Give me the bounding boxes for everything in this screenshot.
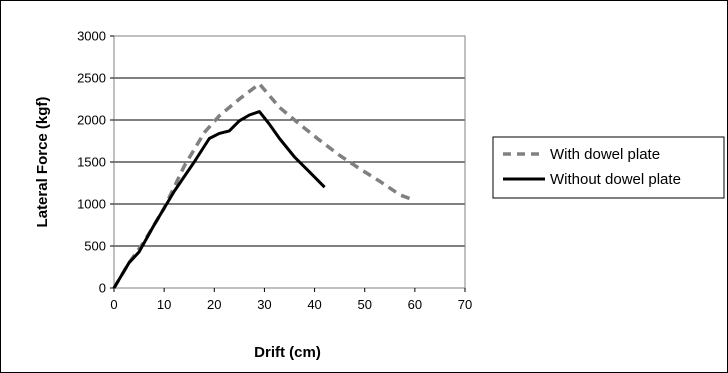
x-tick-label: 70 [458,297,472,312]
x-axis-ticks: 0 10 20 30 40 50 60 70 [110,288,472,312]
x-axis-title: Drift (cm) [254,344,321,361]
x-tick-label: 60 [408,297,422,312]
y-tick-label: 500 [84,239,106,254]
y-axis-ticks: 0 500 1000 1500 2000 2500 3000 [77,29,114,296]
x-tick-label: 10 [157,297,171,312]
x-tick-label: 40 [307,297,321,312]
y-tick-label: 2000 [77,113,106,128]
series-line-with-dowel-plate [112,82,416,289]
x-tick-label: 50 [357,297,371,312]
y-tick-label: 0 [99,281,106,296]
legend-label-without-dowel-plate: Without dowel plate [550,171,681,188]
y-tick-label: 1000 [77,197,106,212]
y-axis-title: Lateral Force (kgf) [34,97,51,228]
legend: With dowel plate Without dowel plate [492,136,725,199]
x-tick-label: 0 [110,297,117,312]
gridlines [113,35,465,289]
x-tick-label: 20 [207,297,221,312]
legend-box [492,136,725,199]
series-layer [112,82,416,289]
y-tick-label: 1500 [77,155,106,170]
y-tick-label: 3000 [77,29,106,44]
y-tick-label: 2500 [77,71,106,86]
series-line-without-dowel-plate [112,110,326,289]
legend-label-with-dowel-plate: With dowel plate [550,146,660,163]
x-tick-label: 30 [257,297,271,312]
